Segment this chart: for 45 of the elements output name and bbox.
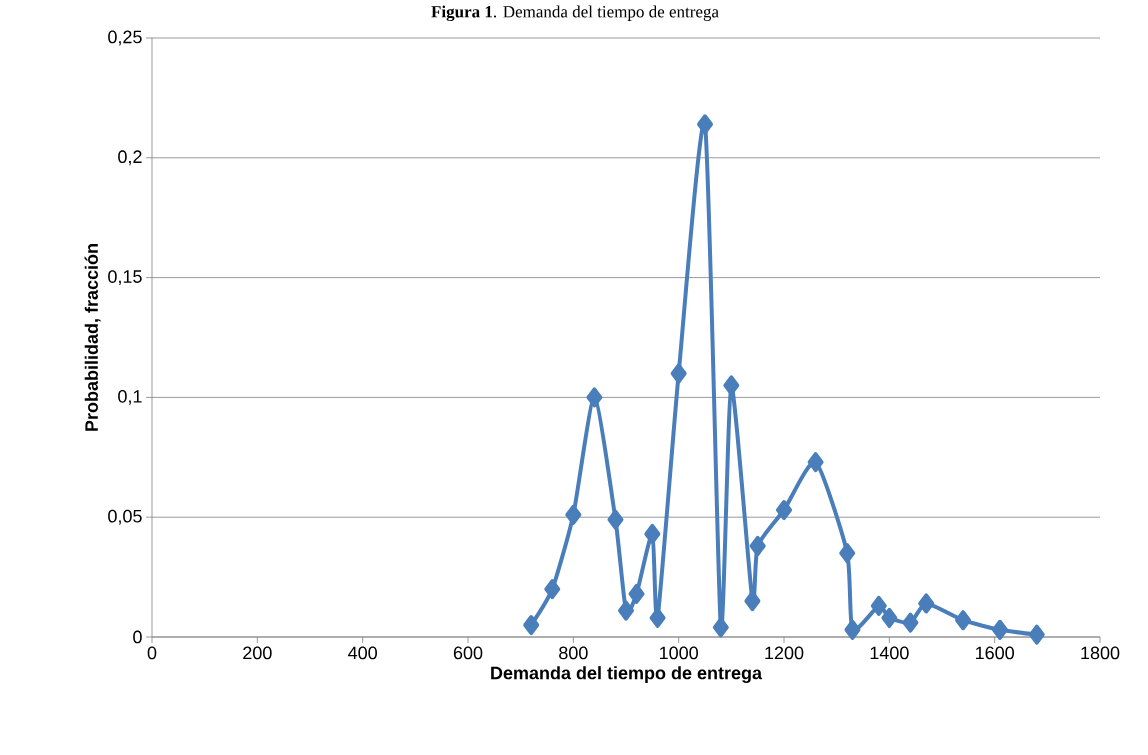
x-tick-label: 1400 bbox=[870, 646, 909, 660]
x-tick-label: 600 bbox=[453, 646, 483, 660]
point bbox=[1028, 624, 1045, 645]
point bbox=[776, 500, 793, 521]
y-tick-label: 0,05 bbox=[108, 509, 142, 525]
point bbox=[697, 114, 713, 135]
point bbox=[544, 579, 561, 600]
y-tick-label: 0,2 bbox=[118, 150, 142, 166]
point bbox=[870, 595, 887, 616]
point bbox=[670, 363, 687, 384]
x-tick-label: 800 bbox=[559, 646, 588, 660]
point bbox=[807, 452, 824, 473]
x-tick-label: 1000 bbox=[660, 646, 698, 660]
point bbox=[628, 583, 645, 604]
point bbox=[991, 619, 1008, 640]
y-tick-label: 0 bbox=[133, 630, 142, 644]
x-tick-label: 400 bbox=[348, 646, 377, 660]
point bbox=[955, 610, 972, 631]
point bbox=[586, 387, 603, 408]
x-axis-title: Demanda del tiempo de entrega bbox=[491, 666, 763, 683]
point bbox=[918, 593, 935, 614]
point bbox=[839, 543, 856, 564]
point bbox=[565, 504, 582, 525]
point bbox=[618, 600, 635, 621]
point bbox=[723, 375, 740, 396]
y-tick-label: 0,1 bbox=[118, 389, 142, 405]
point bbox=[607, 509, 624, 530]
x-tick-label: 1200 bbox=[765, 646, 804, 660]
point bbox=[881, 607, 898, 628]
x-tick-label: 1800 bbox=[1081, 646, 1120, 660]
point bbox=[712, 617, 729, 638]
point bbox=[744, 591, 761, 612]
x-tick-label: 0 bbox=[147, 646, 157, 660]
y-tick-label: 0,15 bbox=[108, 270, 142, 286]
point bbox=[523, 615, 540, 636]
point bbox=[749, 535, 766, 556]
chart-title: Figura 1. Demanda del tiempo de entrega bbox=[431, 5, 719, 22]
x-tick-label: 200 bbox=[243, 646, 272, 660]
x-tick-label: 1600 bbox=[976, 646, 1014, 660]
point bbox=[844, 619, 861, 640]
y-axis-title: Probabilidad, fracción bbox=[84, 244, 101, 431]
y-tick-label: 0,25 bbox=[108, 30, 142, 46]
point bbox=[902, 612, 919, 633]
point bbox=[644, 523, 661, 544]
point bbox=[649, 607, 666, 628]
